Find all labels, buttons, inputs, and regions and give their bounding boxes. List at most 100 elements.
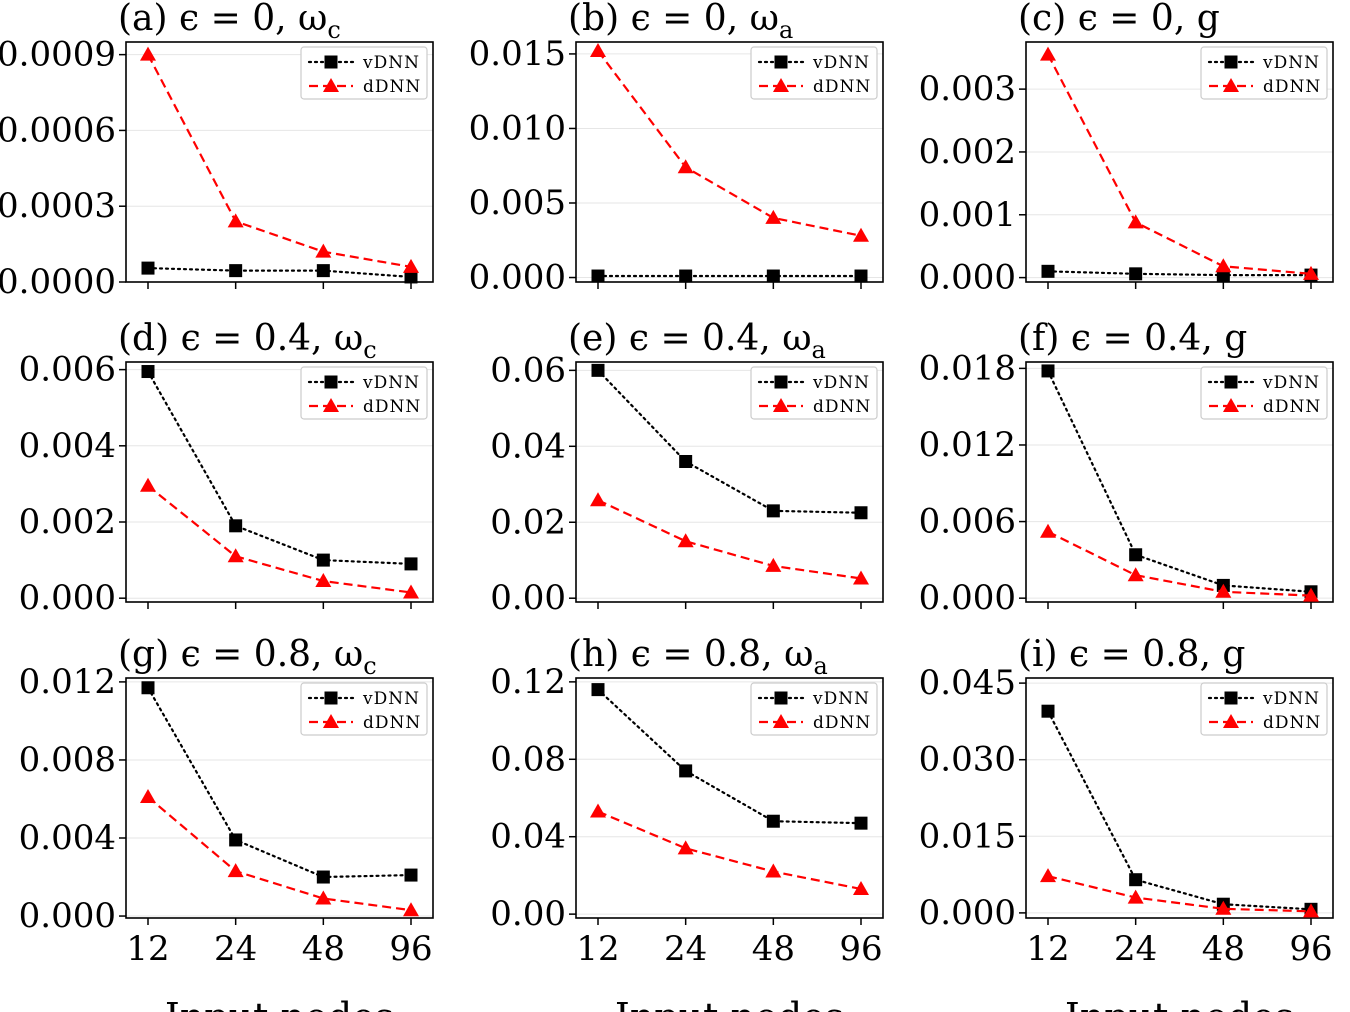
series-line-ddnn: [1047, 54, 1312, 275]
data-point-ddnn: [765, 209, 782, 224]
legend-marker-vdnn: [324, 55, 338, 69]
data-point-vdnn: [316, 870, 330, 884]
data-point-ddnn: [1040, 46, 1056, 61]
legend: vDNN dDNN: [300, 682, 428, 736]
series-line-vdnn: [146, 686, 413, 879]
y-tick-label: 0.000: [919, 893, 1016, 933]
data-point-vdnn: [316, 264, 330, 278]
chart-panel-d: 0.000 0.002 0.004 0.006 vDNN dDNN (d) ϵ = 0.4,…: [19, 318, 434, 618]
chart-panel-a: 0.0000 0.0003 0.0006 0.0009 vDNN dDNN (a) ϵ = …: [0, 0, 434, 302]
chart-panel-c: 0.000 0.001 0.002 0.003 vDNN dDNN (c) ϵ = 0, g: [919, 0, 1334, 298]
x-tick-label: 24: [214, 929, 257, 969]
data-point-ddnn: [403, 902, 419, 917]
y-tick-label: 0.015: [919, 816, 1016, 856]
series-line-ddnn: [1047, 875, 1312, 913]
series-line-vdnn: [1046, 369, 1313, 593]
data-point-ddnn: [1215, 900, 1232, 915]
data-point-ddnn: [227, 213, 244, 228]
legend-label-ddnn: dDNN: [813, 397, 871, 417]
legend-label-vdnn: vDNN: [1262, 373, 1320, 393]
legend-marker-ddnn: [773, 78, 789, 92]
legend-marker-ddnn: [1223, 78, 1239, 92]
data-point-ddnn: [1127, 889, 1144, 904]
y-tick-label: 0.04: [490, 817, 566, 857]
legend-marker-ddnn: [1223, 398, 1239, 412]
y-tick-label: 0.0000: [0, 262, 116, 302]
legend-label-ddnn: dDNN: [363, 713, 421, 733]
axes-frame: [125, 41, 434, 283]
y-tick-label: 0.004: [19, 426, 116, 466]
series-line-ddnn: [597, 50, 862, 237]
data-point-ddnn: [140, 46, 156, 61]
legend-marker-ddnn: [323, 714, 339, 728]
legend-label-ddnn: dDNN: [813, 713, 871, 733]
legend-marker-vdnn: [774, 55, 788, 69]
chart-panel-b: 0.000 0.005 0.010 0.015 vDNN dDNN (b) ϵ = 0, ω…: [469, 0, 884, 298]
x-axis-label: Input nodes: [615, 995, 844, 1012]
data-point-ddnn: [140, 789, 156, 804]
y-tick-label: 0.0009: [0, 35, 116, 75]
chart-panel-e: 0.00 0.02 0.04 0.06 vDNN dDNN (e) ϵ = 0.4, ωa: [490, 318, 884, 618]
x-tick-label: 12: [1026, 929, 1069, 969]
panel-title: (e) ϵ = 0.4, ωa: [568, 318, 826, 364]
axes-frame: [1025, 41, 1334, 283]
data-point-vdnn: [854, 269, 868, 283]
y-tick-label: 0.015: [469, 34, 566, 74]
panel-title: (b) ϵ = 0, ωa: [568, 0, 793, 44]
panel-title: (f) ϵ = 0.4, g: [1018, 318, 1247, 359]
data-point-ddnn: [315, 890, 332, 905]
y-tick-label: 0.000: [19, 896, 116, 936]
data-point-ddnn: [853, 570, 869, 585]
y-tick-label: 0.045: [919, 663, 1016, 703]
series-line-vdnn: [146, 267, 413, 279]
legend-label-ddnn: dDNN: [363, 77, 421, 97]
y-tick-label: 0.000: [919, 258, 1016, 298]
data-point-vdnn: [229, 519, 243, 533]
y-tick-label: 0.06: [490, 350, 566, 390]
legend-marker-ddnn: [773, 398, 789, 412]
y-tick-label: 0.08: [490, 739, 566, 779]
data-point-ddnn: [677, 159, 694, 174]
data-point-ddnn: [227, 863, 244, 878]
data-point-ddnn: [1303, 587, 1319, 602]
data-point-vdnn: [229, 264, 243, 278]
y-tick-label: 0.00: [490, 894, 566, 934]
y-tick-label: 0.003: [919, 69, 1016, 109]
legend: vDNN dDNN: [1200, 366, 1328, 420]
x-tick-label: 48: [752, 929, 795, 969]
legend-marker-vdnn: [324, 375, 338, 389]
data-point-ddnn: [315, 243, 332, 258]
data-point-ddnn: [1215, 583, 1232, 598]
legend-label-vdnn: vDNN: [362, 689, 420, 709]
y-tick-label: 0.001: [919, 195, 1016, 235]
data-point-vdnn: [1129, 873, 1143, 887]
legend-label-vdnn: vDNN: [812, 373, 870, 393]
data-point-vdnn: [141, 365, 155, 379]
data-point-vdnn: [141, 261, 155, 275]
y-tick-label: 0.004: [19, 818, 116, 858]
legend-label-vdnn: vDNN: [812, 689, 870, 709]
data-point-ddnn: [403, 584, 419, 599]
legend: vDNN dDNN: [1200, 46, 1328, 100]
data-point-ddnn: [590, 803, 606, 818]
data-point-vdnn: [679, 454, 693, 468]
y-tick-label: 0.006: [919, 502, 1016, 542]
legend: vDNN dDNN: [1200, 682, 1328, 736]
data-point-vdnn: [591, 269, 605, 283]
data-point-ddnn: [853, 227, 869, 242]
legend-marker-ddnn: [1223, 714, 1239, 728]
data-point-vdnn: [404, 868, 418, 882]
legend: vDNN dDNN: [750, 46, 878, 100]
data-point-vdnn: [854, 816, 868, 830]
series-line-ddnn: [147, 796, 412, 912]
data-point-ddnn: [590, 42, 606, 57]
y-tick-label: 0.000: [19, 578, 116, 618]
series-line-vdnn: [596, 688, 863, 825]
y-tick-label: 0.030: [919, 740, 1016, 780]
data-point-vdnn: [591, 363, 605, 377]
axes-frame: [1025, 361, 1334, 603]
data-point-ddnn: [765, 863, 782, 878]
axes-frame: [575, 41, 884, 283]
x-tick-label: 12: [576, 929, 619, 969]
x-tick-label: 96: [1289, 929, 1332, 969]
